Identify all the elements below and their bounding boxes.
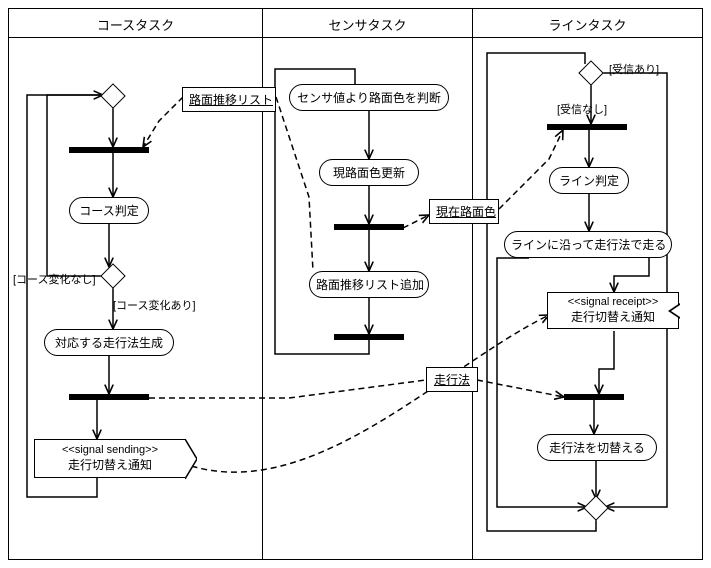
fork-bar-line-2 xyxy=(564,394,624,400)
label: 対応する走行法生成 xyxy=(55,336,163,350)
lane-divider xyxy=(473,37,702,38)
label: ラインに沿って走行法で走る xyxy=(511,238,666,252)
activity-add-list: 路面推移リスト追加 xyxy=(309,271,429,298)
fork-bar-course-1 xyxy=(69,147,149,153)
activity-sensor-judge: センサ値より路面色を判断 xyxy=(289,84,449,111)
label: 走行法 xyxy=(434,373,470,387)
guard-receive-no: [受信なし] xyxy=(557,101,607,117)
lane-title-sensor: センサタスク xyxy=(263,15,472,34)
stereotype: <<signal sending>> xyxy=(41,444,179,456)
stereotype: <<signal receipt>> xyxy=(554,296,672,308)
label: コース判定 xyxy=(79,204,138,218)
fork-bar-sensor-2 xyxy=(334,334,404,340)
object-road-transition-list: 路面推移リスト xyxy=(182,87,276,112)
activity-generate-method: 対応する走行法生成 xyxy=(44,329,174,356)
lane-divider xyxy=(263,37,472,38)
signal-receive-switch-notify: <<signal receipt>> 走行切替え通知 xyxy=(547,292,679,329)
label: センサ値より路面色を判断 xyxy=(297,91,441,105)
activity-update-color: 現路面色更新 xyxy=(319,159,419,186)
fork-bar-sensor-1 xyxy=(334,224,404,230)
guard-no-course-change: [コース変化なし] xyxy=(13,271,96,287)
label: ライン判定 xyxy=(559,174,619,188)
activity-course-judge: コース判定 xyxy=(69,197,149,224)
guard-course-change: [コース変化あり] xyxy=(113,297,196,313)
activity-diagram: コースタスク センサタスク ラインタスク xyxy=(8,8,703,560)
object-drive-method: 走行法 xyxy=(426,367,478,392)
guard-receive-yes: [受信あり] xyxy=(609,61,659,77)
label: 走行切替え通知 xyxy=(41,456,179,473)
activity-switch-method: 走行法を切替える xyxy=(537,434,657,461)
label: 走行法を切替える xyxy=(549,441,645,455)
fork-bar-course-2 xyxy=(69,394,149,400)
label: 走行切替え通知 xyxy=(554,308,672,325)
label: 路面推移リスト追加 xyxy=(316,278,424,292)
signal-send-switch-notify: <<signal sending>> 走行切替え通知 xyxy=(34,439,186,478)
label: 路面推移リスト xyxy=(189,93,273,107)
lane-line: ラインタスク xyxy=(473,9,702,559)
activity-run-along-line: ラインに沿って走行法で走る xyxy=(504,231,672,258)
fork-bar-line-1 xyxy=(547,124,627,130)
lane-divider xyxy=(9,37,262,38)
label: 現在路面色 xyxy=(436,205,496,219)
label: 現路面色更新 xyxy=(333,166,405,180)
object-current-road-color: 現在路面色 xyxy=(429,199,499,224)
lane-title-line: ラインタスク xyxy=(473,15,702,34)
activity-line-judge: ライン判定 xyxy=(549,167,629,194)
lane-title-course: コースタスク xyxy=(9,15,262,34)
